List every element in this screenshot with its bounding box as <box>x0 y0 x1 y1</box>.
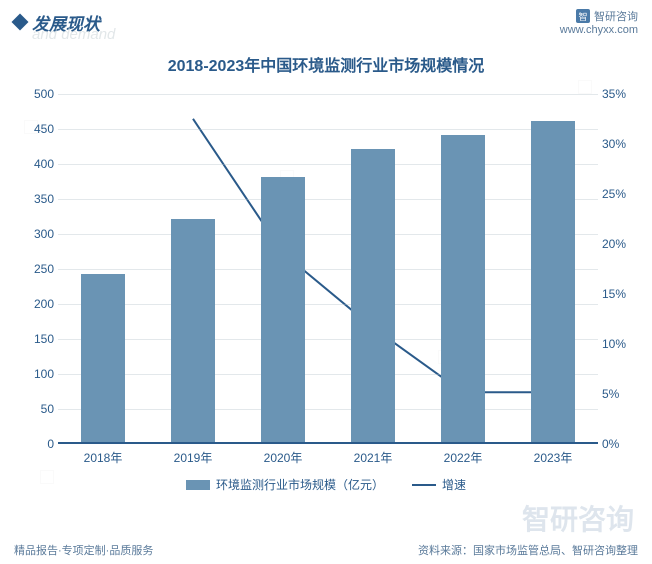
legend-line-item: 增速 <box>412 476 466 493</box>
y-left-tick: 450 <box>14 122 54 136</box>
brand-name: 智研咨询 <box>594 8 638 24</box>
x-tick: 2023年 <box>534 449 573 466</box>
legend-bar-swatch <box>186 480 210 490</box>
brand-url: www.chyxx.com <box>560 24 638 36</box>
footer: 精品报告·专项定制·品质服务 资料来源：国家市场监管总局、智研咨询整理 <box>14 542 638 558</box>
brand-icon: 智 <box>576 9 590 23</box>
bar <box>81 274 124 442</box>
watermark: 智研咨询 <box>522 498 634 538</box>
legend-bar-item: 环境监测行业市场规模（亿元） <box>186 476 384 493</box>
bar <box>171 219 214 442</box>
y-left-tick: 400 <box>14 157 54 171</box>
y-left-tick: 500 <box>14 87 54 101</box>
y-right-tick: 25% <box>602 187 638 201</box>
footer-left: 精品报告·专项定制·品质服务 <box>14 542 153 558</box>
y-left-tick: 150 <box>14 332 54 346</box>
header-shadow-text: and demand <box>32 26 115 43</box>
legend-line-swatch <box>412 484 436 486</box>
y-right-tick: 15% <box>602 287 638 301</box>
y-left-tick: 250 <box>14 262 54 276</box>
brand-block: 智 智研咨询 www.chyxx.com <box>560 8 638 36</box>
bar <box>351 149 394 442</box>
legend-line-label: 增速 <box>442 476 466 493</box>
legend-bar-label: 环境监测行业市场规模（亿元） <box>216 476 384 493</box>
bar <box>261 177 304 442</box>
y-left-tick: 100 <box>14 367 54 381</box>
bar <box>441 135 484 442</box>
diamond-icon <box>12 14 29 31</box>
y-right-tick: 10% <box>602 337 638 351</box>
y-left-tick: 350 <box>14 192 54 206</box>
x-tick: 2021年 <box>354 449 393 466</box>
y-left-tick: 0 <box>14 437 54 451</box>
legend: 环境监测行业市场规模（亿元） 增速 <box>0 476 652 493</box>
x-tick: 2019年 <box>174 449 213 466</box>
x-tick: 2022年 <box>444 449 483 466</box>
chart-area: 050100150200250300350400450500 0%5%10%15… <box>14 94 638 474</box>
bar <box>531 121 574 442</box>
y-right-tick: 20% <box>602 237 638 251</box>
footer-right: 资料来源：国家市场监管总局、智研咨询整理 <box>418 542 638 558</box>
chart-title: 2018-2023年中国环境监测行业市场规模情况 <box>0 52 652 76</box>
y-right-tick: 30% <box>602 137 638 151</box>
x-tick: 2018年 <box>84 449 123 466</box>
y-right-tick: 35% <box>602 87 638 101</box>
y-left-tick: 200 <box>14 297 54 311</box>
y-left-tick: 300 <box>14 227 54 241</box>
y-left-tick: 50 <box>14 402 54 416</box>
x-tick: 2020年 <box>264 449 303 466</box>
y-right-tick: 0% <box>602 437 638 451</box>
y-right-tick: 5% <box>602 387 638 401</box>
